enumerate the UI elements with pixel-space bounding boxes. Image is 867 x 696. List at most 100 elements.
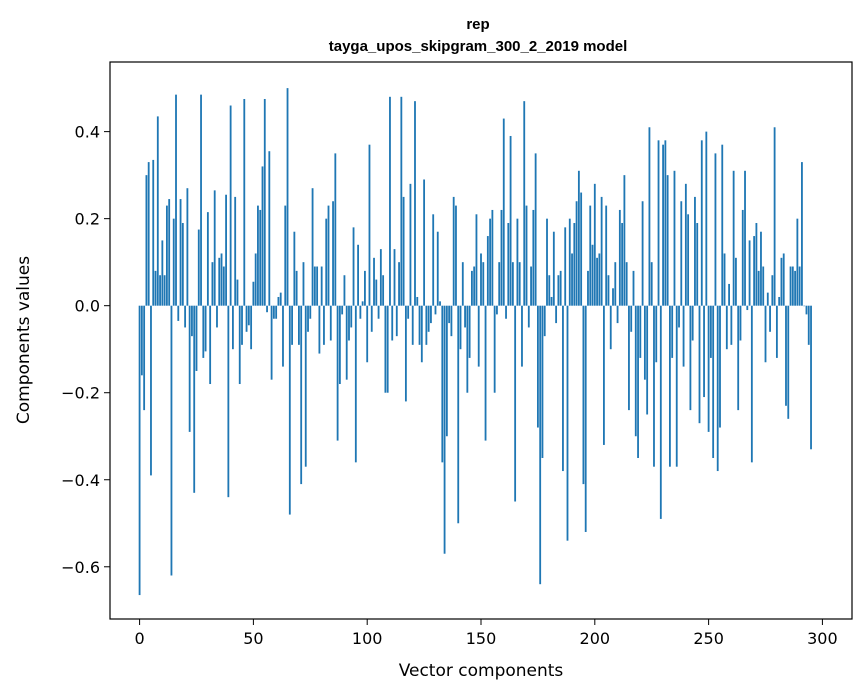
bar-55 <box>263 98 266 306</box>
bar-38 <box>225 194 227 306</box>
bar-143 <box>464 305 466 328</box>
bar-290 <box>798 266 801 306</box>
bar-286 <box>789 266 792 306</box>
bar-285 <box>787 305 790 419</box>
bar-147 <box>473 266 476 306</box>
chart-title: rep <box>466 16 489 33</box>
bar-23 <box>191 305 193 337</box>
bar-279 <box>773 127 776 306</box>
bar-188 <box>566 305 569 541</box>
bar-107 <box>382 275 385 306</box>
bar-199 <box>591 244 594 306</box>
bar-270 <box>753 236 756 306</box>
bar-34 <box>216 305 218 328</box>
bar-160 <box>502 118 505 306</box>
bar-96 <box>357 244 359 306</box>
x-axis: 0 50 100 150 200 250 300 <box>134 619 838 648</box>
bar-9 <box>159 275 161 306</box>
bar-133 <box>441 305 444 463</box>
bar-39 <box>227 305 230 498</box>
bar-152 <box>484 305 487 441</box>
bar-180 <box>548 275 551 306</box>
bar-205 <box>605 205 608 306</box>
bar-24 <box>193 305 196 493</box>
bar-207 <box>609 305 612 350</box>
bar-47 <box>245 305 248 332</box>
y-tick-label: −0.6 <box>61 558 100 577</box>
bar-146 <box>470 270 473 306</box>
bar-127 <box>427 305 430 332</box>
bar-148 <box>475 214 478 306</box>
x-tick-label: 250 <box>693 629 724 648</box>
bar-283 <box>782 253 785 306</box>
bar-136 <box>448 305 451 324</box>
bar-269 <box>750 305 753 463</box>
bar-186 <box>562 305 564 472</box>
bar-56 <box>266 305 268 313</box>
bar-40 <box>229 105 232 306</box>
bar-246 <box>698 305 701 424</box>
bar-164 <box>511 262 514 306</box>
bar-262 <box>735 257 737 306</box>
bar-94 <box>352 227 355 306</box>
bar-167 <box>518 262 521 306</box>
bar-191 <box>573 223 576 306</box>
bar-171 <box>527 305 530 328</box>
bar-156 <box>493 305 496 393</box>
bar-236 <box>675 305 678 467</box>
bar-193 <box>577 170 580 306</box>
bar-165 <box>514 305 517 502</box>
bar-68 <box>293 231 296 306</box>
bar-172 <box>530 266 532 306</box>
bar-29 <box>204 305 207 352</box>
bar-190 <box>571 253 573 306</box>
bar-196 <box>584 305 587 532</box>
bar-208 <box>612 288 614 306</box>
bar-187 <box>564 227 567 306</box>
bar-7 <box>154 270 157 306</box>
bar-48 <box>247 305 250 326</box>
bar-261 <box>732 170 735 306</box>
bar-20 <box>184 305 187 328</box>
bar-243 <box>691 305 694 341</box>
bar-210 <box>616 305 619 324</box>
bar-149 <box>477 305 480 367</box>
bar-102 <box>370 305 373 332</box>
bar-88 <box>338 305 341 385</box>
bar-15 <box>172 218 175 306</box>
bar-76 <box>311 188 314 306</box>
bar-234 <box>671 305 674 358</box>
bar-16 <box>175 94 177 306</box>
y-tick-label: 0.2 <box>75 210 100 229</box>
bar-278 <box>771 275 774 306</box>
bar-93 <box>350 305 353 328</box>
bar-247 <box>700 140 703 306</box>
bar-42 <box>234 196 237 306</box>
bar-221 <box>641 201 644 306</box>
bar-227 <box>655 305 658 363</box>
bar-197 <box>587 270 589 306</box>
bar-64 <box>284 205 287 306</box>
bar-195 <box>582 305 585 485</box>
bar-272 <box>757 270 760 306</box>
bar-62 <box>279 292 282 306</box>
bar-253 <box>714 153 717 306</box>
bar-151 <box>482 262 485 306</box>
bar-81 <box>323 305 325 345</box>
bar-74 <box>307 305 309 332</box>
bar-115 <box>400 96 403 306</box>
bar-158 <box>498 262 501 306</box>
bar-14 <box>170 305 173 576</box>
bar-232 <box>666 175 669 306</box>
bar-63 <box>282 305 284 367</box>
bar-173 <box>532 209 535 306</box>
bar-30 <box>206 212 209 306</box>
bar-204 <box>603 305 605 445</box>
bar-203 <box>600 196 603 306</box>
bar-36 <box>220 253 223 306</box>
bar-157 <box>496 305 498 315</box>
bar-17 <box>177 305 180 321</box>
bar-4 <box>147 162 150 306</box>
plot-frame <box>109 61 853 620</box>
bar-28 <box>202 305 205 358</box>
